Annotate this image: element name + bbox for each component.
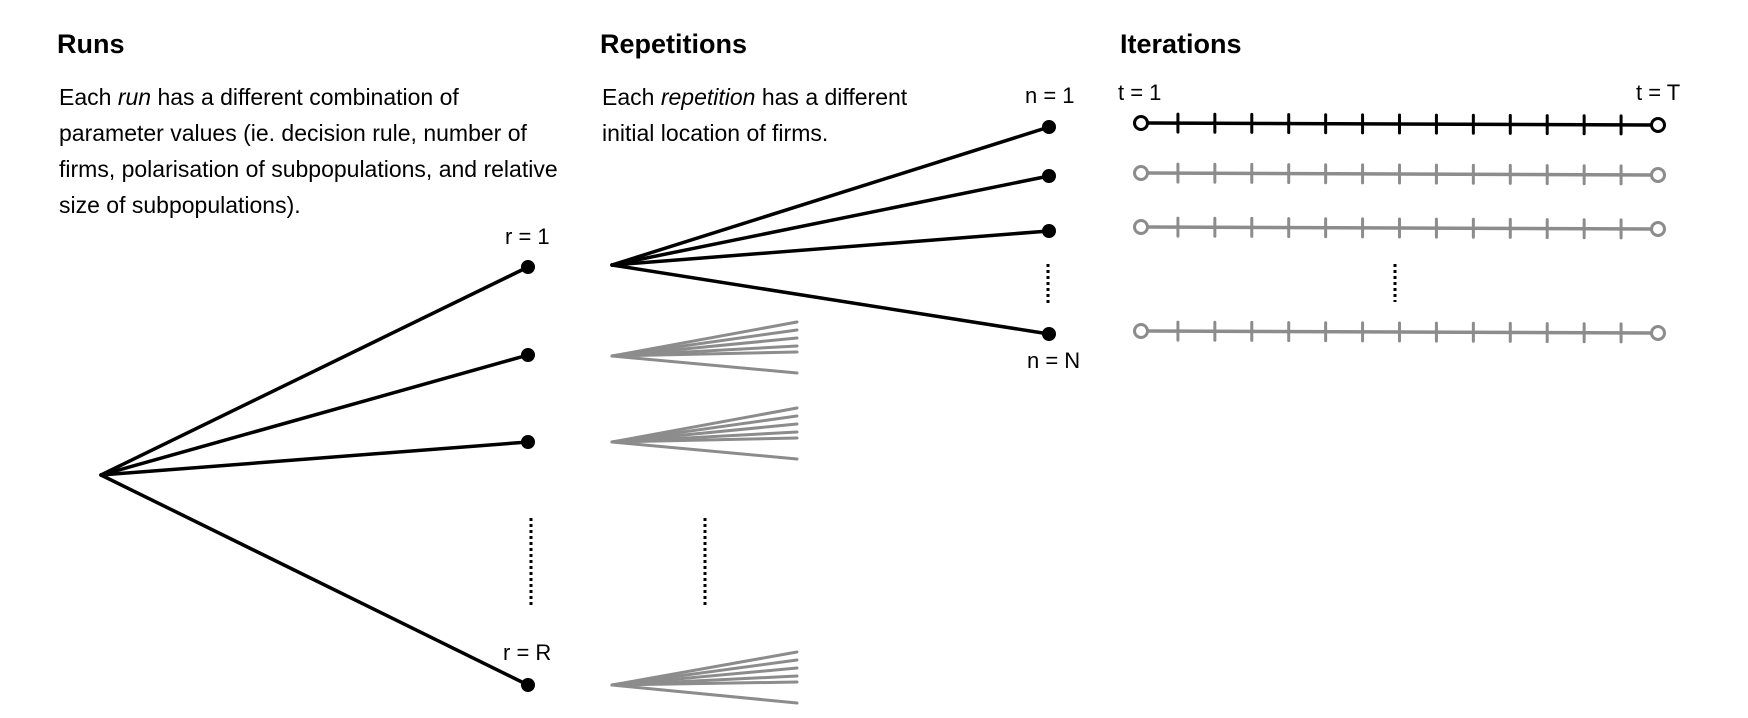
iteration-timeline-grey-start-node bbox=[1133, 219, 1149, 235]
run-branch-line bbox=[99, 440, 530, 477]
runs-text-after: has a different combination of parameter… bbox=[59, 84, 558, 218]
grey-fan-line bbox=[610, 354, 799, 375]
run-node bbox=[521, 678, 535, 692]
grey-fan-line bbox=[610, 683, 799, 705]
iteration-timeline-start-node bbox=[1133, 115, 1149, 131]
grey-fan-line bbox=[610, 436, 799, 444]
repetitions-text-em: repetition bbox=[660, 84, 756, 110]
run-branch-line bbox=[99, 265, 530, 477]
iteration-timeline-grey-end-node bbox=[1650, 221, 1666, 237]
grey-fan-line bbox=[610, 350, 799, 358]
repetition-node bbox=[1042, 120, 1056, 134]
repetitions-text-after: has a different initial location of firm… bbox=[602, 84, 908, 146]
runs-text-em: run bbox=[117, 84, 152, 110]
repetition-node bbox=[1042, 169, 1056, 183]
iteration-timeline-end-node bbox=[1650, 117, 1666, 133]
iteration-end-label: t = T bbox=[1636, 80, 1681, 105]
repetition-branch-line bbox=[610, 229, 1051, 267]
iteration-timeline-grey-start-node bbox=[1133, 323, 1149, 339]
runs-description: Each run has a different combination of … bbox=[59, 79, 559, 223]
run-branch-line bbox=[99, 473, 530, 687]
run-node bbox=[521, 435, 535, 449]
repetitions-text-before: Each bbox=[602, 84, 661, 110]
repetition-branch-line bbox=[610, 174, 1051, 267]
repetition-first-label: n = 1 bbox=[1025, 83, 1075, 108]
iteration-timeline-grey-end-node bbox=[1650, 325, 1666, 341]
runs-text-before: Each bbox=[59, 84, 118, 110]
iterations-heading: Iterations bbox=[1120, 29, 1242, 59]
repetitions-description: Each repetition has a different initial … bbox=[602, 79, 952, 151]
run-branch-line bbox=[99, 353, 530, 477]
run-node bbox=[521, 260, 535, 274]
repetition-branch-line bbox=[610, 263, 1051, 336]
iteration-timeline-grey-start-node bbox=[1133, 165, 1149, 181]
repetition-last-label: n = N bbox=[1027, 348, 1081, 373]
repetitions-heading: Repetitions bbox=[600, 29, 748, 59]
grey-fan-line bbox=[610, 680, 799, 687]
iteration-start-label: t = 1 bbox=[1118, 80, 1162, 105]
repetition-node bbox=[1042, 327, 1056, 341]
repetition-node bbox=[1042, 224, 1056, 238]
run-last-label: r = R bbox=[503, 640, 552, 665]
run-first-label: r = 1 bbox=[505, 224, 550, 249]
grey-fan-line bbox=[610, 440, 799, 461]
repetition-branch-line bbox=[610, 125, 1051, 267]
run-node bbox=[521, 348, 535, 362]
iteration-timeline-grey-end-node bbox=[1650, 167, 1666, 183]
runs-heading: Runs bbox=[57, 29, 125, 59]
